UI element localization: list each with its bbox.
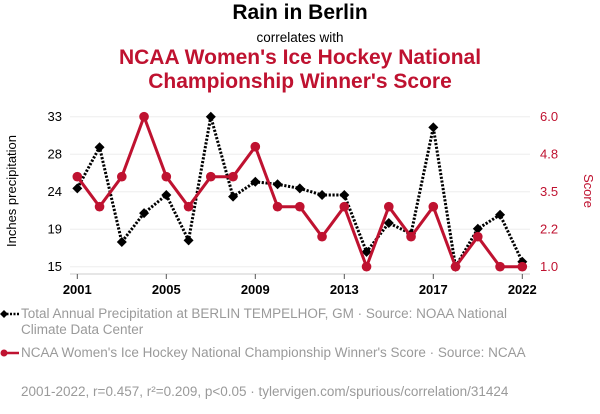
axes: 15 1.0 19 2.2 24 3.5 28 4.8 33 6.0 2001 2005 2009 201…: [48, 109, 559, 297]
footer-stats: 2001-2022, r=0.457, r²=0.209, p<0.05 · t…: [21, 384, 509, 399]
x-tick-label: 2001: [63, 282, 92, 297]
chart-title-secondary: NCAA Women's Ice Hockey National Champio…: [118, 46, 482, 93]
y-tick-label-left: 15: [48, 259, 62, 274]
chart-area: 15 1.0 19 2.2 24 3.5 28 4.8 33 6.0 2001 2005 2009 201…: [4, 109, 596, 297]
data-point-score: [339, 201, 350, 212]
data-point-score: [272, 201, 283, 212]
data-point-precipitation: [183, 235, 194, 246]
data-point-precipitation: [161, 189, 172, 200]
data-point-score: [361, 261, 372, 272]
y-tick-label-left: 19: [48, 222, 62, 237]
data-point-precipitation: [228, 191, 239, 202]
data-point-precipitation: [139, 208, 150, 219]
x-tick-label: 2005: [152, 282, 181, 297]
data-point-precipitation: [317, 189, 328, 200]
y-tick-label-right: 1.0: [540, 259, 558, 274]
x-tick-label: 2009: [241, 282, 270, 297]
series-score: [72, 111, 528, 272]
data-point-precipitation: [428, 122, 439, 133]
y-axis-label-left: Inches precipitation: [4, 135, 19, 247]
y-tick-label-right: 2.2: [540, 222, 558, 237]
y-tick-label-right: 6.0: [540, 109, 558, 124]
x-tick-label: 2017: [419, 282, 448, 297]
data-point-precipitation: [72, 183, 83, 194]
data-point-score: [517, 261, 528, 272]
y-tick-label-right: 3.5: [540, 184, 558, 199]
data-point-score: [94, 201, 105, 212]
chart-title: Rain in Berlin: [232, 1, 368, 24]
data-point-score: [228, 171, 238, 182]
data-point-score: [139, 111, 149, 122]
data-point-score: [473, 231, 483, 242]
data-point-score: [161, 171, 172, 182]
data-point-score: [117, 171, 127, 182]
data-point-score: [495, 261, 505, 272]
data-point-precipitation: [361, 246, 372, 257]
legend: Total Annual Precipitation at BERLIN TEM…: [0, 306, 600, 368]
data-point-precipitation: [272, 179, 283, 190]
x-tick-label: 2013: [330, 282, 359, 297]
data-point-score: [317, 231, 327, 242]
data-point-score: [206, 171, 216, 182]
legend-label: NCAA Women's Ice Hockey National Champio…: [21, 345, 526, 360]
data-point-precipitation: [94, 142, 105, 153]
data-point-score: [295, 201, 305, 212]
data-point-score: [72, 171, 83, 182]
legend-item-precipitation: Total Annual Precipitation at BERLIN TEM…: [0, 306, 541, 338]
data-point-precipitation: [339, 189, 350, 200]
data-point-score: [183, 201, 194, 212]
data-point-precipitation: [116, 236, 127, 247]
y-tick-label-right: 4.8: [540, 147, 558, 162]
y-tick-label-left: 24: [48, 184, 62, 199]
y-tick-label-left: 28: [48, 147, 62, 162]
legend-label: Total Annual Precipitation at BERLIN TEM…: [21, 306, 507, 337]
y-axis-label-right: Score: [581, 174, 596, 208]
data-point-score: [406, 231, 416, 242]
data-point-score: [450, 261, 461, 272]
y-tick-label-left: 33: [48, 109, 62, 124]
chart-subtitle: correlates with: [256, 30, 344, 45]
data-point-precipitation: [383, 218, 394, 229]
legend-item-score: NCAA Women's Ice Hockey National Champio…: [0, 345, 541, 361]
data-point-precipitation: [495, 209, 506, 220]
data-point-precipitation: [294, 183, 305, 194]
data-point-precipitation: [472, 223, 483, 234]
data-point-score: [250, 141, 261, 152]
legend-circle-line-icon: [0, 349, 19, 357]
data-point-score: [428, 201, 439, 212]
x-tick-label: 2022: [508, 282, 537, 297]
data-point-precipitation: [250, 176, 261, 187]
data-point-precipitation: [205, 111, 216, 122]
data-point-score: [384, 201, 394, 212]
legend-dotted-diamond-icon: [0, 310, 19, 318]
